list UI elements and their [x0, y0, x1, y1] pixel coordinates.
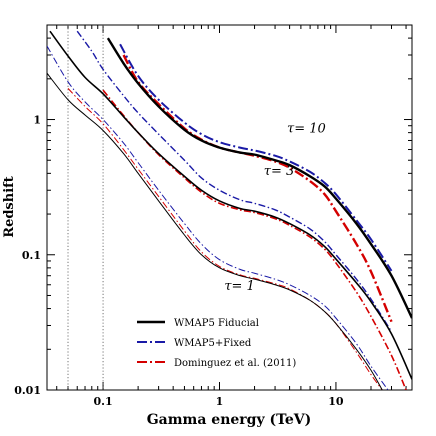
reference-lines — [67, 25, 104, 390]
legend-label: Dominguez et al. (2011) — [174, 358, 296, 369]
legend-label: WMAP5 Fiducial — [174, 318, 259, 329]
series-line-dominguez-et-al-2011 — [122, 54, 393, 323]
tau-annotation: τ= 3 — [264, 164, 295, 179]
x-tick-label: 0.1 — [93, 395, 112, 408]
series-line-wmap5-fiducial — [47, 72, 383, 390]
series-line-wmap5-fiducial — [49, 30, 412, 380]
axis-ticks — [47, 24, 412, 391]
series-group — [47, 30, 412, 390]
series-line-wmap5-fixed — [119, 43, 393, 272]
legend: WMAP5 Fiducial WMAP5+Fixed Dominguez et al… — [137, 318, 296, 369]
legend-label: WMAP5+Fixed — [174, 338, 252, 349]
series-line-wmap5-fixed — [47, 45, 389, 390]
series-line-dominguez-et-al-2011 — [102, 89, 407, 390]
tau-annotation: τ= 1 — [224, 279, 255, 294]
y-axis-label: Redshift — [2, 176, 17, 237]
tau-annotation: τ= 10 — [287, 122, 326, 137]
series-line-wmap5-fiducial — [106, 37, 412, 319]
x-axis-label: Gamma energy (TeV) — [147, 412, 312, 428]
y-tick-label: 0.01 — [14, 384, 41, 397]
x-tick-label: 1 — [216, 395, 224, 408]
tick-labels: 0.1 1 10 0.01 0.1 1 — [14, 114, 344, 408]
x-tick-label: 10 — [328, 395, 344, 408]
annotations: τ= 10 τ= 3 τ= 1 — [224, 122, 325, 294]
y-tick-label: 0.1 — [22, 249, 41, 262]
plot-frame — [46, 24, 413, 391]
y-tick-label: 1 — [33, 114, 41, 127]
